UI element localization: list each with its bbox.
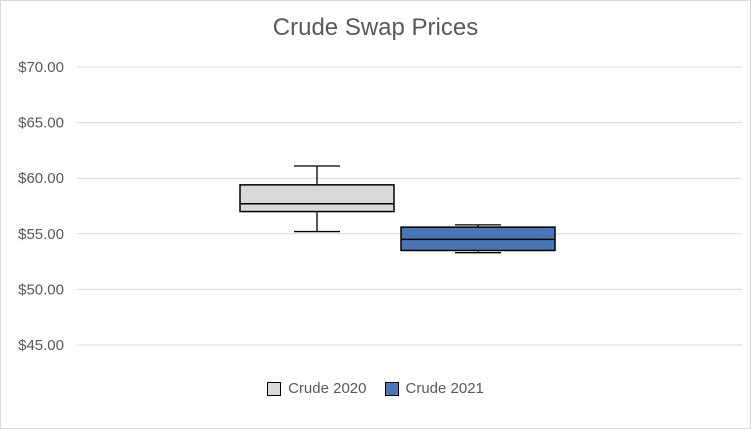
legend: Crude 2020 Crude 2021 xyxy=(0,380,751,397)
box-body xyxy=(239,184,395,213)
legend-label-crude-2021: Crude 2021 xyxy=(405,380,484,397)
y-axis-tick-labels: $70.00 $65.00 $60.00 $55.00 $50.00 $45.00 xyxy=(18,59,64,354)
y-tick-label: $65.00 xyxy=(18,115,64,132)
y-tick-label: $70.00 xyxy=(18,59,64,76)
legend-item-crude-2020: Crude 2020 xyxy=(267,380,367,397)
legend-label-crude-2020: Crude 2020 xyxy=(288,380,367,397)
legend-swatch-crude-2021 xyxy=(384,381,399,396)
legend-item-crude-2021: Crude 2021 xyxy=(384,380,484,397)
box-series xyxy=(239,165,556,254)
legend-swatch-crude-2020 xyxy=(267,381,282,396)
y-tick-label: $55.00 xyxy=(18,226,64,243)
box-crude-2021 xyxy=(400,224,556,254)
box-crude-2020 xyxy=(239,165,395,233)
gridlines xyxy=(77,66,742,346)
y-tick-label: $60.00 xyxy=(18,170,64,187)
chart-title: Crude Swap Prices xyxy=(272,14,479,41)
y-tick-label: $50.00 xyxy=(18,281,64,298)
y-tick-label: $45.00 xyxy=(18,337,64,354)
